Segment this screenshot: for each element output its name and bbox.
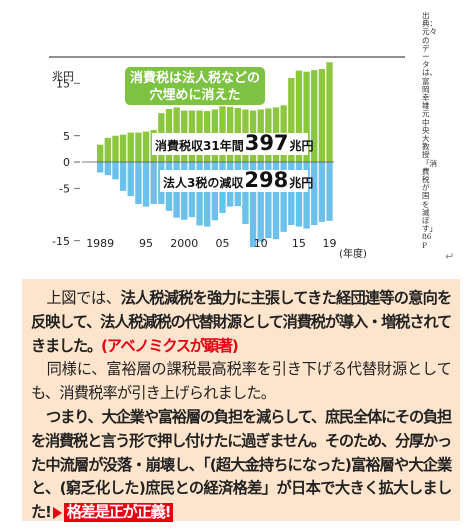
corporate-bar-2002 (196, 162, 203, 226)
p1-red: (アベノミクスが顕著) (100, 336, 239, 355)
corporate-bar-2010 (257, 162, 264, 242)
corporate-bar-2016 (303, 162, 310, 229)
consumption-bar-1994 (135, 132, 142, 162)
x-tick-label: 95 (139, 237, 153, 250)
y-tick-label: 15 (56, 77, 70, 90)
annotation-green-box (125, 67, 265, 105)
paragraph-2: 同様に、富裕層の課税最高税率を引き下げる代替財源としても、消費税率が引き上げられ… (31, 358, 452, 406)
corporate-bar-2014 (288, 162, 295, 225)
total-corporate-unit: 兆円 (289, 175, 313, 190)
y-tick-label: 5 (63, 130, 70, 143)
paragraph-1: 上図では、法人税減税を強力に主張してきた経団連等の意向を反映して、法人税減税の代… (31, 287, 452, 358)
consumption-bar-1992 (119, 134, 127, 162)
corporate-bar-1994 (135, 162, 142, 204)
consumption-bar-1995 (142, 131, 150, 162)
corporate-bar-1992 (119, 162, 127, 191)
corporate-bar-2008 (242, 162, 249, 224)
chart-svg: 15 5 0 -5 -15 1989 95 2000 05 10 15 19 兆円 消費税は法人税な… (49, 56, 405, 260)
paragraph-3: つまり、大企業や富裕層の負担を減らして、庶民全体にその負担を消費税と言う形で押し… (31, 406, 452, 525)
corporate-bar-1991 (112, 162, 119, 180)
total-consumption-bg (152, 133, 308, 155)
callout-badge: 格差是正が正義! (63, 503, 174, 523)
corporate-bar-1996 (150, 162, 157, 204)
commentary-box: 上図では、法人税減税を強力に主張してきた経団連等の意向を反映して、法人税減税の代… (22, 279, 460, 523)
annotation-green-line1: 消費税は法人税などの (130, 70, 260, 86)
x-tick-label: 19 (323, 237, 337, 250)
total-consumption-label: 消費税収31年間397兆円 (155, 131, 314, 155)
arrow-right-icon (52, 507, 62, 520)
tax-chart: 15 5 0 -5 -15 1989 95 2000 05 10 15 19 兆円 消費税は法人税な… (0, 0, 475, 262)
p3-lead: つまり、 (46, 407, 103, 426)
y-tick-label: -5 (59, 182, 70, 195)
total-consumption-prefix: 消費税収31年間 (155, 138, 244, 153)
corporate-bar-2017 (311, 162, 318, 225)
corporate-bar-2009 (249, 162, 257, 248)
source-note: 出典：元々のデータは、富岡幸雄元中央大教授「消費税が国を滅ぼす」86P (422, 11, 437, 250)
total-corporate-bg (160, 170, 308, 192)
x-tick-label: 2000 (170, 237, 198, 250)
corporate-bar-2003 (204, 162, 211, 227)
x-tick-label: 1989 (86, 237, 114, 250)
return-mark: ↵ (445, 250, 455, 263)
consumption-bar-2019 (326, 62, 333, 162)
consumption-bar-2014 (288, 78, 295, 162)
consumption-bar-1989 (97, 144, 104, 162)
p1-bold: 法人税減税を強力に主張してきた経団連等の意向を反映して、法人税減税の代替財源とし… (31, 289, 452, 355)
total-consumption-unit: 兆円 (290, 138, 314, 153)
total-corporate-value: 298 (244, 168, 288, 192)
corporate-bar-1990 (104, 162, 111, 176)
consumption-bar-1990 (104, 137, 111, 162)
p3-bold: 大企業や富裕層の負担を減らして、庶民全体にその負担を消費税と言う形で押し付けたに… (31, 407, 452, 522)
consumption-bar-2018 (318, 69, 326, 162)
x-axis-unit: (年度) (339, 247, 367, 260)
corporate-bar-2012 (272, 162, 280, 240)
y-axis: 15 5 0 -5 -15 (52, 77, 80, 248)
x-tick-label: 10 (254, 237, 268, 250)
corporate-bar-2011 (265, 162, 272, 239)
total-corporate-prefix: 法人3税の減収 (163, 175, 244, 190)
corporate-bar-2015 (295, 162, 303, 227)
corporate-bar-2019 (326, 162, 333, 221)
y-axis-label: 兆円 (52, 70, 74, 83)
consumption-bar-2017 (311, 70, 318, 163)
y-tick-label: 0 (63, 156, 70, 169)
p2-text: 同様に、富裕層の課税最高税率を引き下げる代替財源としても、消費税率が引き上げられ… (31, 360, 452, 403)
consumption-bar-2016 (303, 71, 310, 162)
corporate-bar-2018 (318, 162, 326, 222)
y-tick-label: -15 (52, 235, 70, 248)
x-tick-label: 15 (292, 237, 306, 250)
annotation-green-line2: 穴埋めに消えた (149, 87, 240, 103)
corporate-bar-1993 (127, 162, 134, 197)
consumption-bar-1991 (112, 135, 119, 162)
consumption-bar-1993 (127, 132, 134, 162)
corporate-bar-1989 (97, 162, 104, 173)
x-tick-label: 05 (216, 237, 230, 250)
consumption-bar-2015 (295, 70, 303, 162)
corporate-bar-2013 (280, 162, 287, 232)
x-axis: 1989 95 2000 05 10 15 19 (86, 237, 336, 250)
total-consumption-value: 397 (245, 131, 289, 155)
total-corporate-label: 法人3税の減収298兆円 (163, 168, 313, 192)
p1-intro: 上図では、 (46, 289, 121, 307)
corporate-bar-1995 (142, 162, 150, 207)
